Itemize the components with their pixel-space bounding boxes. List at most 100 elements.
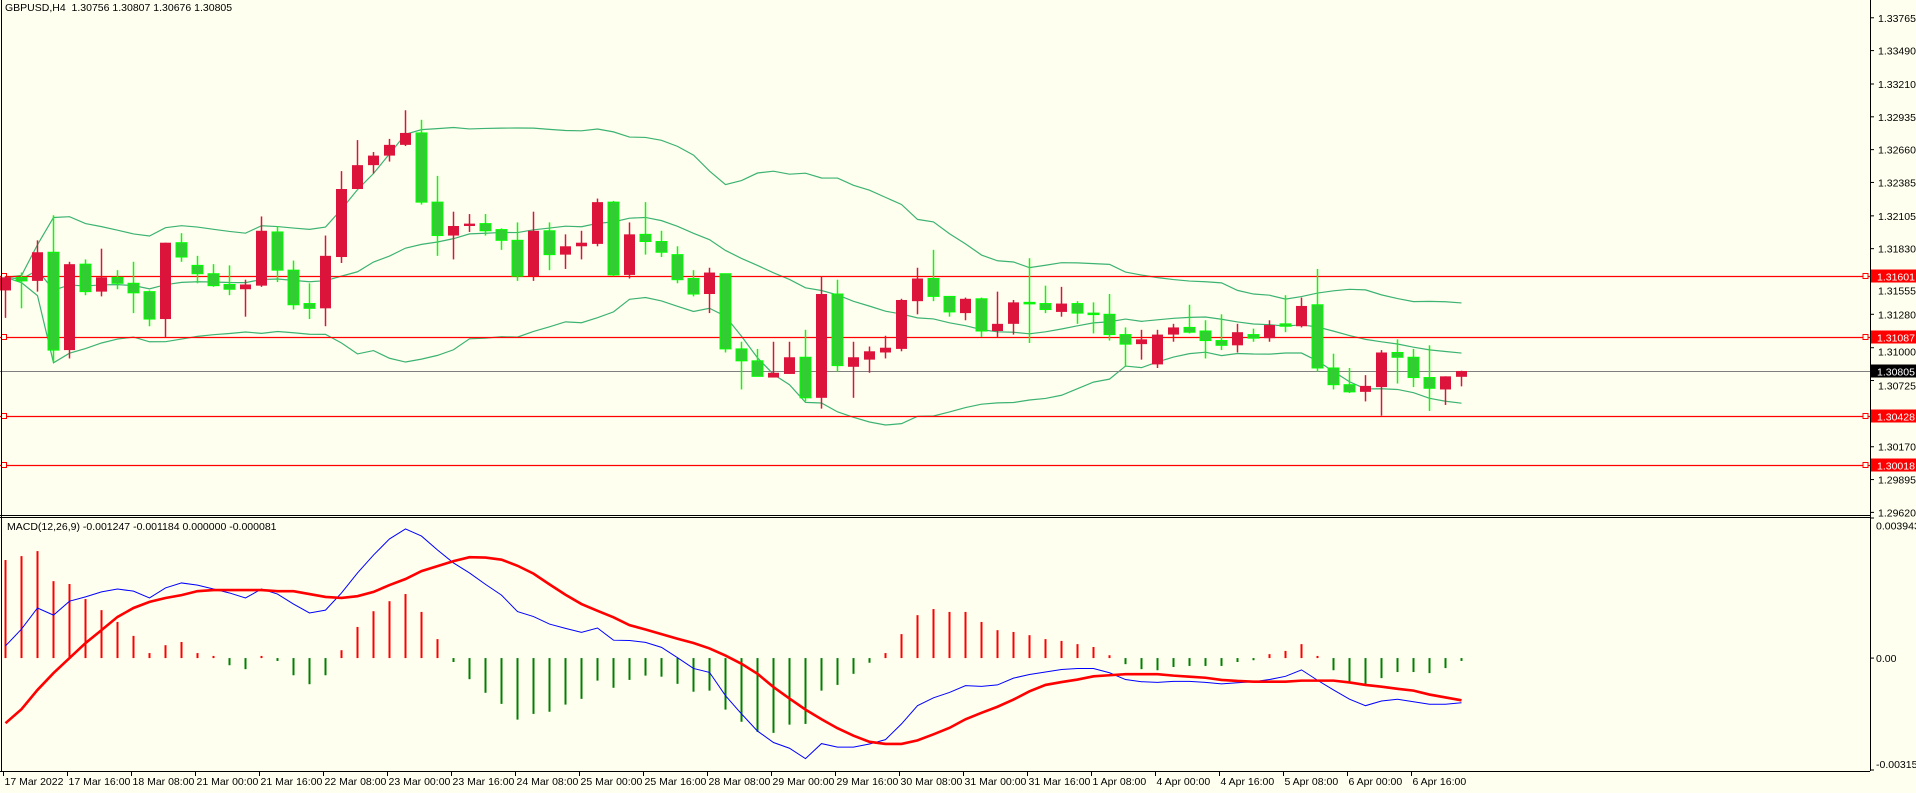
candle-body bbox=[175, 242, 188, 258]
level-price-label: 1.30018 bbox=[1877, 461, 1915, 473]
level-anchor-left-icon bbox=[1, 334, 7, 340]
candle-bull bbox=[560, 234, 571, 269]
candle-body bbox=[1087, 312, 1100, 316]
candle-bear bbox=[751, 348, 764, 377]
time-label: 28 Mar 08:00 bbox=[709, 776, 771, 788]
candle-body bbox=[1056, 303, 1067, 312]
candle-bull bbox=[1456, 370, 1467, 387]
time-label: 6 Apr 16:00 bbox=[1413, 776, 1467, 788]
time-label: 30 Mar 08:00 bbox=[901, 776, 963, 788]
horizontal-levels bbox=[0, 273, 1870, 468]
candle-body bbox=[975, 298, 988, 332]
bollinger-bands bbox=[5, 126, 1462, 426]
time-label: 29 Mar 16:00 bbox=[837, 776, 899, 788]
price-tick-label: 1.30170 bbox=[1878, 442, 1916, 454]
candle-bull bbox=[592, 198, 603, 247]
price-tick-label: 1.33765 bbox=[1878, 13, 1916, 25]
candle-body bbox=[47, 251, 60, 351]
time-label: 25 Mar 00:00 bbox=[581, 776, 643, 788]
level-anchor-right-icon bbox=[1862, 334, 1869, 340]
candle-bear bbox=[47, 215, 60, 363]
candle-body bbox=[415, 132, 428, 203]
time-label: 6 Apr 00:00 bbox=[1349, 776, 1403, 788]
macd-indicator bbox=[4, 528, 1463, 760]
time-label: 21 Mar 16:00 bbox=[261, 776, 323, 788]
candle-body bbox=[864, 351, 875, 360]
candle-body bbox=[1152, 334, 1163, 365]
candle-bear bbox=[927, 249, 940, 302]
candle-bear bbox=[943, 295, 956, 317]
candle-bear bbox=[15, 272, 28, 309]
candle-body bbox=[1376, 352, 1387, 388]
candle-bull bbox=[0, 276, 11, 318]
candle-bull bbox=[448, 211, 459, 260]
price-tick-label: 1.31280 bbox=[1878, 309, 1916, 321]
chart-symbol-header: GBPUSD,H4 1.30756 1.30807 1.30676 1.3080… bbox=[5, 2, 233, 14]
candle-bear bbox=[687, 270, 700, 297]
price-tick-label: 1.32385 bbox=[1878, 177, 1916, 189]
candle-body bbox=[912, 278, 923, 302]
level-price-label: 1.31087 bbox=[1877, 333, 1915, 345]
candle-body bbox=[1183, 326, 1196, 333]
candle-bear bbox=[191, 255, 204, 284]
candle-body bbox=[400, 132, 411, 145]
candle-body bbox=[287, 269, 300, 306]
macd-axis-label: -0.003156 bbox=[1876, 759, 1916, 771]
candle-bear bbox=[1071, 301, 1084, 324]
candle-bull bbox=[1232, 323, 1243, 353]
bollinger-upper bbox=[5, 126, 1462, 304]
price-tick-label: 1.31830 bbox=[1878, 244, 1916, 256]
time-label: 17 Mar 16:00 bbox=[69, 776, 131, 788]
candle-bear bbox=[271, 225, 284, 283]
candle-body bbox=[655, 241, 668, 253]
level-anchor-right-icon bbox=[1862, 273, 1869, 279]
candle-bull bbox=[464, 214, 475, 232]
macd-axis-label: 0.00 bbox=[1876, 653, 1897, 665]
candle-body bbox=[751, 360, 764, 377]
candle-body bbox=[1423, 377, 1436, 389]
candle-body bbox=[1296, 305, 1307, 327]
candle-bull bbox=[816, 276, 827, 409]
candle-body bbox=[464, 223, 475, 226]
candle-body bbox=[1264, 325, 1275, 339]
time-label: 4 Apr 00:00 bbox=[1157, 776, 1211, 788]
bollinger-lower bbox=[5, 276, 1462, 426]
time-label: 29 Mar 00:00 bbox=[773, 776, 835, 788]
candle-body bbox=[15, 276, 28, 282]
candle-body bbox=[896, 299, 907, 349]
candle-bear bbox=[719, 273, 732, 353]
candle-bull bbox=[352, 140, 363, 190]
candle-bear bbox=[287, 260, 300, 310]
candle-body bbox=[479, 223, 492, 232]
candle-body bbox=[992, 323, 1003, 332]
candle-bear bbox=[511, 222, 524, 281]
candle-body bbox=[687, 278, 700, 295]
time-label: 18 Mar 08:00 bbox=[133, 776, 195, 788]
candle-bull bbox=[96, 248, 107, 297]
candle-bull bbox=[240, 279, 251, 317]
candle-body bbox=[960, 298, 971, 314]
candle-body bbox=[143, 291, 156, 320]
price-tick-label: 1.32935 bbox=[1878, 112, 1916, 124]
time-label: 1 Apr 08:00 bbox=[1093, 776, 1147, 788]
candle-bull bbox=[1168, 323, 1179, 342]
candle-bull bbox=[1264, 320, 1275, 342]
candle-body bbox=[368, 155, 379, 166]
price-tick-label: 1.31000 bbox=[1878, 347, 1916, 359]
candles bbox=[0, 110, 1467, 416]
candle-bear bbox=[799, 329, 812, 402]
candle-bull bbox=[64, 261, 75, 359]
candle-bear bbox=[143, 290, 156, 327]
candle-body bbox=[0, 277, 11, 291]
candle-body bbox=[256, 230, 267, 286]
candle-bear bbox=[607, 200, 620, 277]
candle-body bbox=[816, 294, 827, 398]
level-anchor-right-icon bbox=[1862, 413, 1869, 419]
time-label: 24 Mar 08:00 bbox=[517, 776, 579, 788]
candle-body bbox=[207, 273, 220, 287]
candle-bear bbox=[479, 214, 492, 236]
candle-bear bbox=[1039, 285, 1052, 314]
candle-bull bbox=[32, 240, 43, 292]
